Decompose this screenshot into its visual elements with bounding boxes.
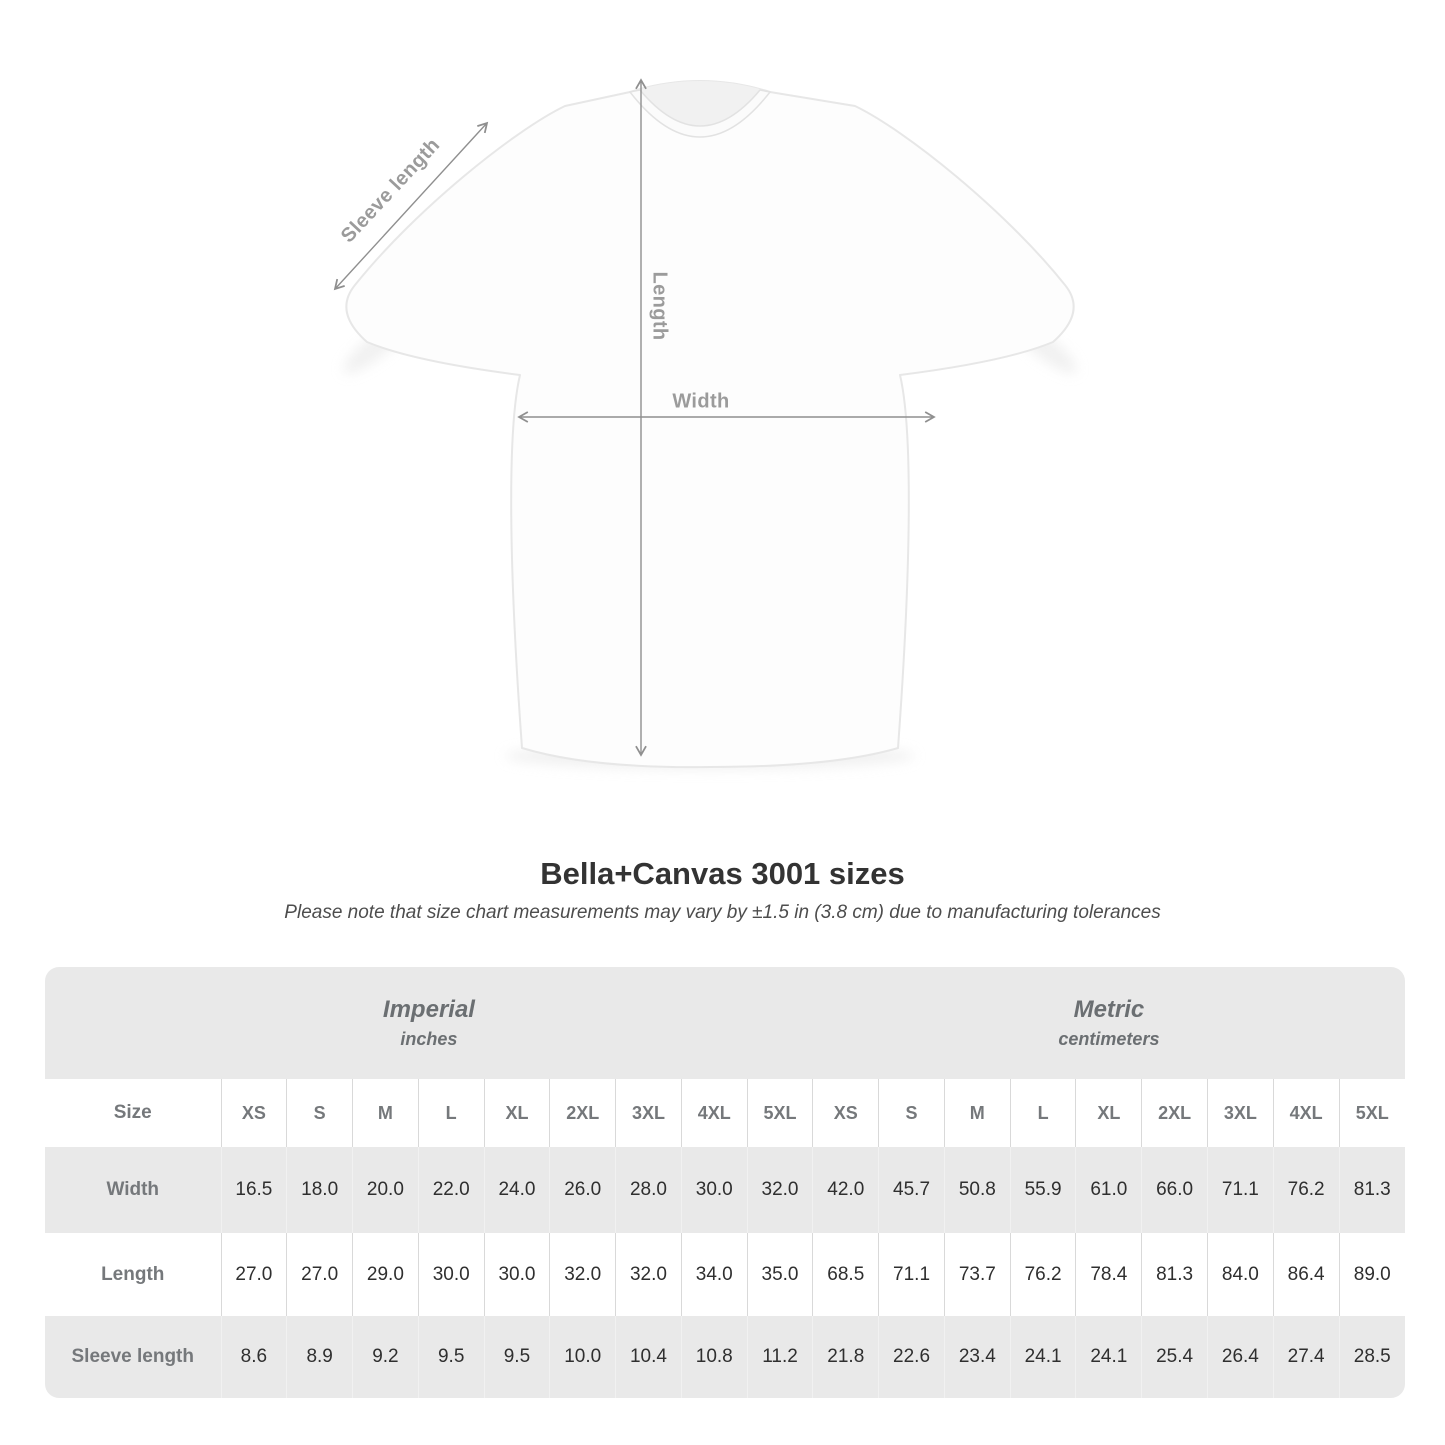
tolerance-note: Please note that size chart measurements… [284,902,1161,923]
size-column-header: M [943,1079,1011,1147]
size-column-header: XS [220,1079,287,1147]
table-row-length: Length 27.0 27.0 29.0 30.0 30.0 32.0 32.0 34.0 3… [45,1233,1405,1316]
metric-group-header: Metric centimeters [813,967,1405,1079]
value-cell: 30.0 [680,1147,748,1233]
value-cell: 35.0 [746,1233,813,1316]
tshirt-image [343,80,1077,769]
value-cell: 71.1 [1206,1147,1274,1233]
size-column-header: 4XL [680,1079,748,1147]
size-column-header: M [352,1079,419,1147]
value-cell: 45.7 [878,1147,945,1233]
value-cell: 28.0 [615,1147,682,1233]
value-cell: 22.6 [878,1316,945,1398]
value-cell: 50.8 [943,1147,1011,1233]
unit-group-row: Imperial inches Metric centimeters [45,967,1405,1079]
page-title: Bella+Canvas 3001 sizes [540,856,905,891]
imperial-group-header: Imperial inches [45,967,813,1079]
size-column-header: L [1009,1079,1076,1147]
value-cell: 68.5 [812,1233,879,1316]
value-cell: 81.3 [1141,1233,1208,1316]
value-cell: 86.4 [1272,1233,1340,1316]
imperial-units-label: inches [400,1028,458,1049]
value-cell: 10.8 [680,1316,748,1398]
value-cell: 21.8 [812,1316,879,1398]
value-cell: 89.0 [1338,1233,1405,1316]
size-column-header: XL [1075,1079,1142,1147]
value-cell: 42.0 [812,1147,879,1233]
value-cell: 24.1 [1075,1316,1142,1398]
metric-label: Metric [1073,996,1145,1024]
imperial-label: Imperial [382,996,475,1024]
row-label-width: Width [106,1179,160,1200]
value-cell: 25.4 [1141,1316,1208,1398]
value-cell: 16.5 [220,1147,287,1233]
value-cell: 78.4 [1075,1233,1142,1316]
row-label-length: Length [101,1263,165,1285]
size-column-header: 5XL [1338,1079,1405,1147]
value-cell: 23.4 [943,1316,1011,1398]
value-cell: 81.3 [1338,1147,1405,1233]
size-column-header: XL [483,1079,550,1147]
size-column-header: L [417,1079,485,1147]
value-cell: 24.0 [483,1147,550,1233]
table-row-width: Width 16.5 18.0 20.0 22.0 24.0 26.0 28.0 30.0 32… [45,1147,1405,1233]
value-cell: 9.5 [417,1316,485,1398]
value-cell: 27.4 [1272,1316,1340,1398]
value-cell: 10.0 [549,1316,616,1398]
value-cell: 32.0 [615,1233,682,1316]
value-cell: 10.4 [615,1316,682,1398]
row-label-sleeve-length: Sleeve length [71,1346,195,1367]
size-column-header: 3XL [615,1079,682,1147]
value-cell: 55.9 [1009,1147,1076,1233]
size-row-label: Size [113,1102,152,1123]
value-cell: 18.0 [286,1147,353,1233]
table-row-sleeve-length: Sleeve length 8.6 8.9 9.2 9.5 9.5 10.0 10.4 10.… [45,1316,1405,1398]
shirt-collar-band [629,89,771,138]
length-label: Length [648,271,671,341]
shirt-body [345,80,1075,769]
value-cell: 11.2 [746,1316,813,1398]
value-cell: 26.0 [549,1147,616,1233]
value-cell: 84.0 [1206,1233,1274,1316]
value-cell: 71.1 [878,1233,945,1316]
size-header-row: Size XS S M L XL 2XL 3XL 4XL 5XL XS S M L XL 2XL 3XL 4XL… [45,1079,1405,1147]
value-cell: 61.0 [1075,1147,1142,1233]
size-column-header: S [286,1079,353,1147]
size-chart-table: Imperial inches Metric centimeters Size … [45,967,1405,1398]
value-cell: 66.0 [1141,1147,1208,1233]
size-column-header: 4XL [1272,1079,1340,1147]
size-column-header: 2XL [1141,1079,1208,1147]
value-cell: 28.5 [1338,1316,1405,1398]
width-label: Width [672,390,730,413]
value-cell: 8.6 [220,1316,287,1398]
value-cell: 8.9 [286,1316,353,1398]
value-cell: 32.0 [549,1233,616,1316]
value-cell: 29.0 [352,1233,419,1316]
value-cell: 30.0 [417,1233,485,1316]
size-column-header: 3XL [1206,1079,1274,1147]
value-cell: 27.0 [220,1233,287,1316]
value-cell: 9.5 [483,1316,550,1398]
value-cell: 76.2 [1272,1147,1340,1233]
value-cell: 34.0 [680,1233,748,1316]
value-cell: 32.0 [746,1147,813,1233]
value-cell: 22.0 [417,1147,485,1233]
value-cell: 26.4 [1206,1316,1274,1398]
value-cell: 76.2 [1009,1233,1076,1316]
value-cell: 30.0 [483,1233,550,1316]
value-cell: 27.0 [286,1233,353,1316]
size-diagram: Sleeve length Length Width [333,78,1077,769]
size-column-header: 2XL [549,1079,616,1147]
value-cell: 24.1 [1009,1316,1076,1398]
value-cell: 73.7 [943,1233,1011,1316]
value-cell: 20.0 [352,1147,419,1233]
size-column-header: S [878,1079,945,1147]
size-column-header: 5XL [746,1079,813,1147]
metric-units-label: centimeters [1058,1028,1160,1049]
size-column-header: XS [812,1079,879,1147]
value-cell: 9.2 [352,1316,419,1398]
